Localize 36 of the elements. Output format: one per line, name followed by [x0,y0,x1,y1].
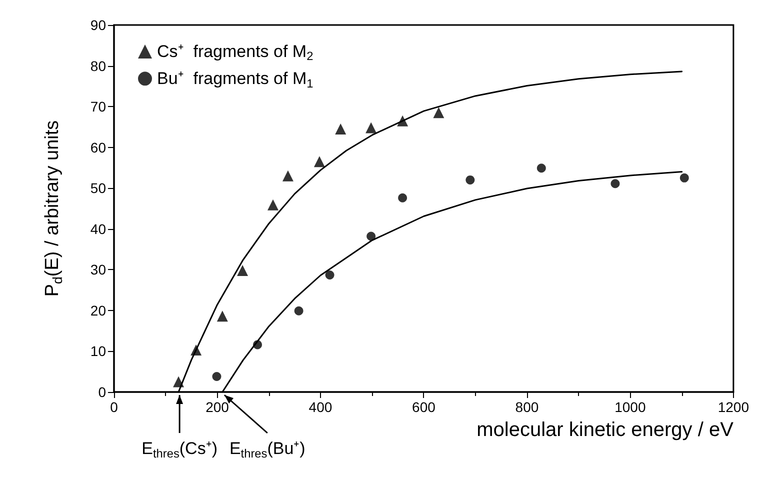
x-tick-label: 1000 [614,399,646,415]
y-tick-label: 0 [98,384,106,400]
point [294,306,304,316]
point [212,372,222,381]
point [335,123,346,134]
y-tick-label: 90 [90,17,106,33]
point [433,107,444,118]
point [282,170,294,182]
point [314,156,325,168]
y-tick-label: 60 [90,139,106,156]
point [680,173,689,182]
x-tick-label: 600 [412,399,436,415]
x-tick-label: 400 [308,399,332,415]
point [216,310,228,322]
point [398,193,408,202]
point [536,164,546,173]
y-tick-label: 20 [90,302,106,318]
point [466,175,475,184]
x-tick-label: 800 [515,399,539,415]
point [237,264,248,276]
point [366,232,376,241]
x-axis-title: molecular kinetic energy / eV [476,419,734,441]
point [610,179,620,188]
y-tick-label: 70 [90,98,106,115]
x-tick-label: 1200 [718,399,750,415]
y-tick-label: 80 [90,58,106,74]
y-tick-label: 10 [90,343,106,360]
x-tick-label: 200 [206,399,230,415]
point [267,199,278,210]
x-tick-label: 0 [110,399,118,415]
y-tick-label: 50 [90,180,106,196]
y-tick-label: 40 [90,220,106,237]
y-tick-label: 30 [90,262,106,278]
point [325,270,334,280]
y-axis-title: Pd(E) / arbitrary units [42,120,65,297]
point [366,122,377,134]
